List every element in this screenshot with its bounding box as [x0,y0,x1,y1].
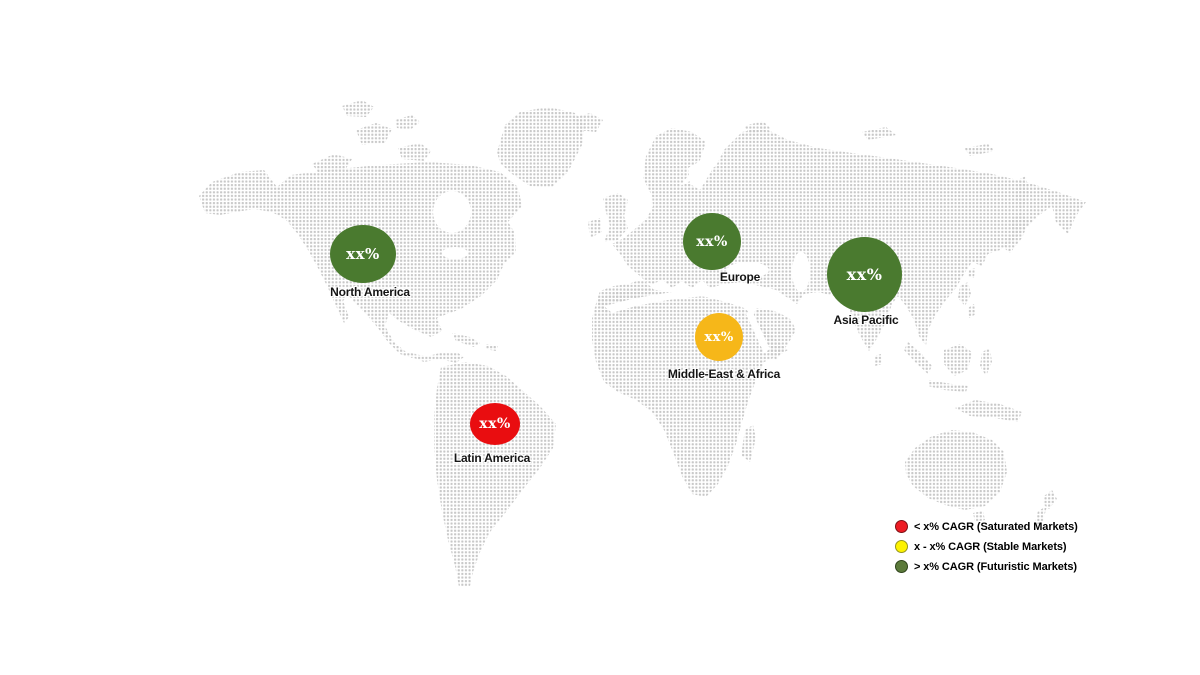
island-sri-lanka [874,354,882,366]
region-arabian-peninsula [752,308,796,360]
continent-eurasia [596,128,1086,351]
bubble-middle-east-africa[interactable]: xx% [695,313,743,361]
bubble-north-america[interactable]: xx% [330,225,396,283]
islands-canadian-arctic [312,100,431,172]
islands-japan [1003,212,1029,253]
cagr-legend: < x% CAGR (Saturated Markets) x - x% CAG… [895,520,1078,573]
region-central-america [412,352,464,363]
legend-label-saturated: < x% CAGR (Saturated Markets) [914,520,1078,533]
bubble-value-asia-pacific: xx% [846,264,883,284]
island-iceland [572,113,603,132]
island-tasmania [973,511,985,522]
island-new-guinea [955,400,1022,422]
islands-philippines [958,282,976,318]
continent-australia [905,430,1007,510]
label-middle-east-africa: Middle-East & Africa [667,367,781,381]
label-europe: Europe [719,270,761,284]
label-latin-america: Latin America [453,451,531,465]
bubble-value-middle-east-africa: xx% [704,329,734,345]
legend-label-stable: x - x% CAGR (Stable Markets) [914,540,1067,553]
island-ireland [588,218,602,238]
island-madagascar [741,425,756,462]
islands-caribbean [452,333,498,351]
sea-cutouts [433,160,810,353]
continent-south-america [434,362,556,587]
legend-item-saturated: < x% CAGR (Saturated Markets) [895,520,1078,533]
legend-label-futuristic: > x% CAGR (Futuristic Markets) [914,560,1077,573]
legend-dot-stable-icon [895,540,908,553]
bubble-europe[interactable]: xx% [683,213,741,270]
label-north-america: North America [330,285,410,299]
islands-new-zealand [1034,490,1057,527]
bubble-value-europe: xx% [696,233,728,250]
islands-indonesia [904,342,992,392]
bubble-value-latin-america: xx% [479,416,511,432]
bubble-latin-america[interactable]: xx% [470,403,520,445]
island-sakhalin [1016,176,1029,212]
legend-item-stable: x - x% CAGR (Stable Markets) [895,540,1078,553]
bubble-asia-pacific[interactable]: xx% [827,237,902,312]
island-taiwan [968,268,975,278]
legend-item-futuristic: > x% CAGR (Futuristic Markets) [895,560,1078,573]
islands-russian-arctic [744,121,995,156]
bubble-value-north-america: xx% [346,244,380,263]
island-great-britain [603,193,628,242]
legend-dot-futuristic-icon [895,560,908,573]
label-asia-pacific: Asia Pacific [833,313,899,327]
continent-greenland [497,107,585,187]
legend-dot-saturated-icon [895,520,908,533]
